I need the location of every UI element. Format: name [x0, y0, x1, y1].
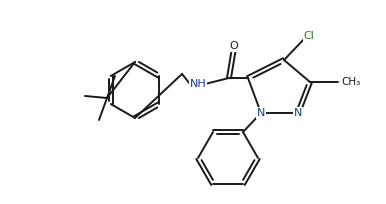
Text: NH: NH — [190, 79, 207, 89]
Text: N: N — [294, 108, 302, 118]
Text: CH₃: CH₃ — [341, 77, 360, 87]
Text: Cl: Cl — [303, 31, 315, 41]
Text: O: O — [230, 41, 239, 51]
Text: N: N — [257, 108, 265, 118]
